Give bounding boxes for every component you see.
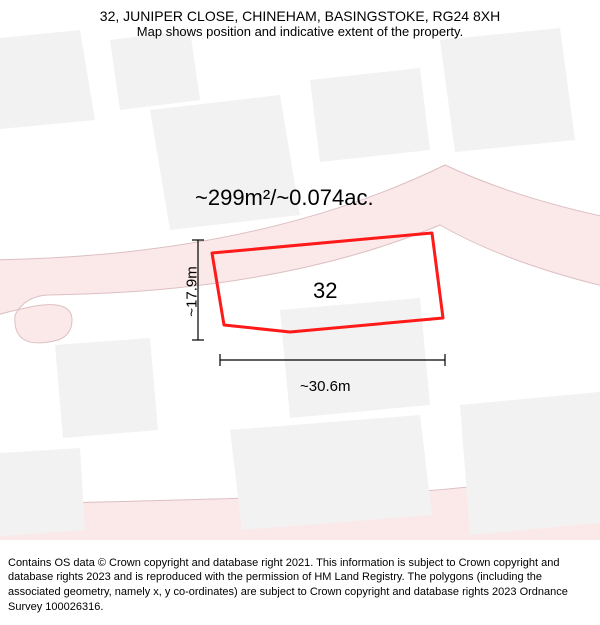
dimension-horizontal-label: ~30.6m [300, 378, 350, 395]
footer-copyright: Contains OS data © Crown copyright and d… [0, 550, 600, 625]
map-svg [0, 0, 600, 540]
header: 32, JUNIPER CLOSE, CHINEHAM, BASINGSTOKE… [0, 0, 600, 43]
page-title: 32, JUNIPER CLOSE, CHINEHAM, BASINGSTOKE… [10, 8, 590, 24]
dimension-vertical-label: ~17.9m [184, 266, 201, 316]
page-subtitle: Map shows position and indicative extent… [10, 24, 590, 39]
area-label: ~299m²/~0.074ac. [195, 185, 374, 211]
house-number: 32 [313, 278, 337, 304]
map-area: ~299m²/~0.074ac. 32 ~17.9m ~30.6m [0, 0, 600, 540]
